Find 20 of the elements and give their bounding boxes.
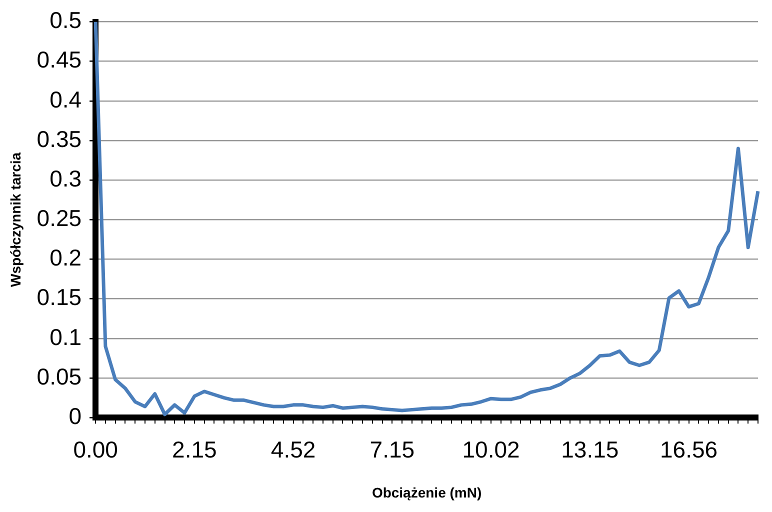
x-tick-label: 4.52 — [270, 436, 316, 463]
x-tick-label: 7.15 — [370, 436, 415, 463]
y-tick-label: 0.25 — [36, 205, 82, 232]
x-tick-label: 2.15 — [172, 436, 217, 463]
y-tick-label: 0.45 — [36, 46, 82, 73]
x-tick-label: 16.56 — [660, 436, 718, 463]
x-axis-title: Obciążenie (mN) — [372, 484, 482, 500]
y-tick-label: 0.3 — [50, 165, 82, 192]
y-tick-label: 0.2 — [50, 244, 82, 271]
y-tick-label: 0.1 — [50, 324, 82, 350]
y-axis-title: Współczynnik tarcia — [7, 152, 24, 287]
x-tick-label: 0.00 — [73, 436, 118, 463]
x-tick-label: 10.02 — [462, 436, 520, 463]
y-tick-label: 0.05 — [36, 363, 82, 390]
y-tick-label: 0.5 — [50, 7, 82, 34]
y-tick-label: 0.15 — [36, 284, 82, 310]
y-tick-label: 0 — [68, 402, 82, 429]
y-tick-label: 0.35 — [36, 126, 82, 152]
x-tick-label: 13.15 — [561, 436, 619, 463]
y-tick-label: 0.4 — [50, 86, 82, 112]
